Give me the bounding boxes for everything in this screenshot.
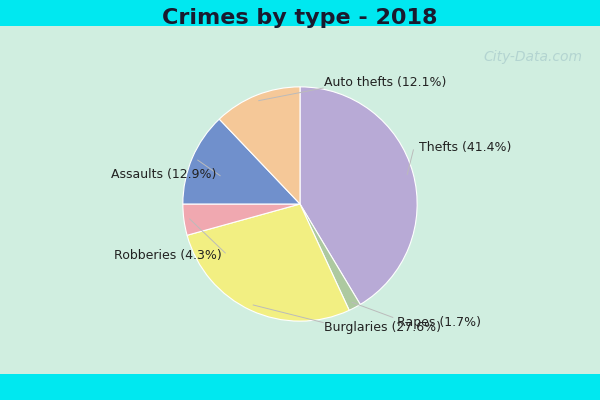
Text: Rapes (1.7%): Rapes (1.7%) <box>397 316 481 329</box>
Wedge shape <box>183 119 300 204</box>
Wedge shape <box>183 204 300 235</box>
Wedge shape <box>219 87 300 204</box>
Text: Thefts (41.4%): Thefts (41.4%) <box>419 141 511 154</box>
Text: Robberies (4.3%): Robberies (4.3%) <box>114 249 222 262</box>
Wedge shape <box>187 204 349 321</box>
Text: City-Data.com: City-Data.com <box>483 50 582 64</box>
Text: Crimes by type - 2018: Crimes by type - 2018 <box>162 8 438 28</box>
Text: Assaults (12.9%): Assaults (12.9%) <box>111 168 217 181</box>
Text: Auto thefts (12.1%): Auto thefts (12.1%) <box>324 76 446 89</box>
Wedge shape <box>300 87 417 304</box>
Wedge shape <box>300 204 360 310</box>
Text: Burglaries (27.6%): Burglaries (27.6%) <box>324 322 441 334</box>
